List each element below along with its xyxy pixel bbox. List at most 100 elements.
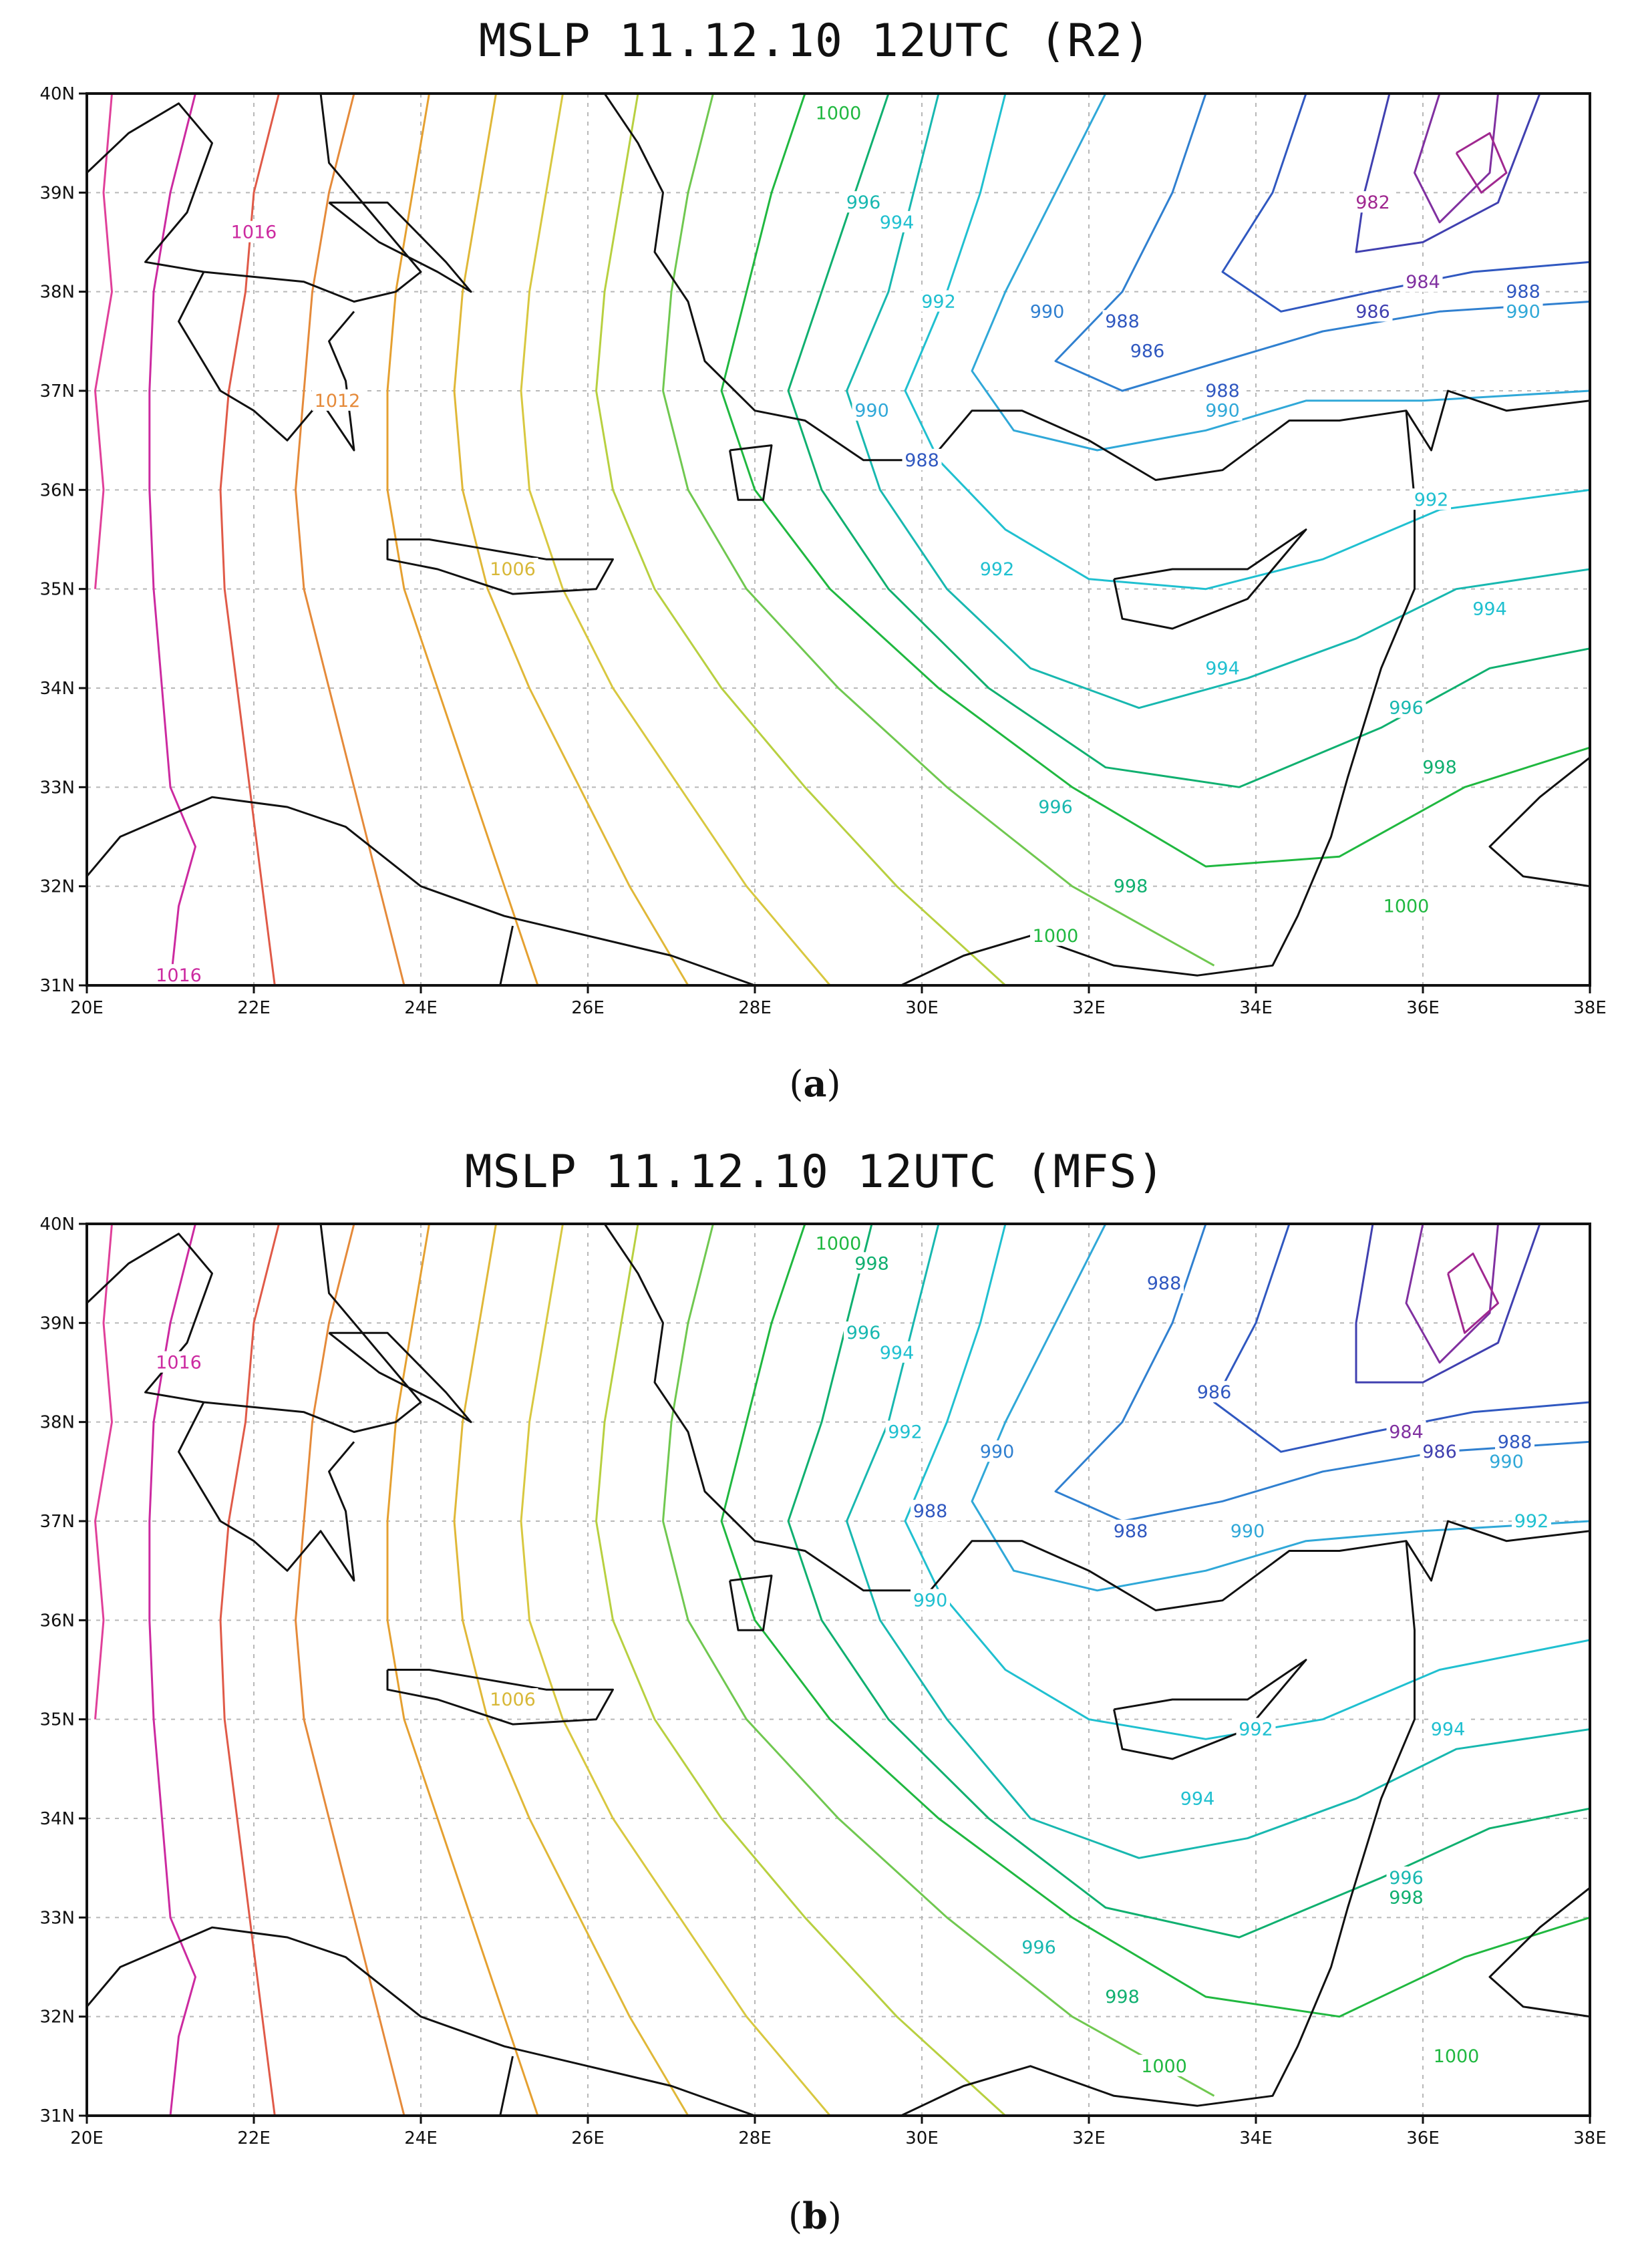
x-tick-label: 24E [404, 2128, 438, 2148]
isobar-1006 [520, 94, 831, 985]
isobar-1018 [148, 1224, 196, 2116]
contour-label-bg [885, 1420, 925, 1442]
y-tick-label: 36N [39, 1611, 75, 1631]
contour-label: 990 [1030, 301, 1065, 322]
contour-label-bg [1102, 1985, 1142, 2007]
y-tick-label: 33N [39, 778, 75, 798]
contour-label-bg [487, 558, 538, 579]
contour-label-bg [1412, 488, 1451, 510]
contour-label-bg [1353, 191, 1393, 213]
contour-label-bg [487, 1688, 538, 1710]
contour-label-bg [153, 1351, 204, 1373]
y-tick-label: 31N [39, 976, 75, 996]
coastline-rhodes [729, 444, 773, 501]
contour-label: 982 [1355, 192, 1390, 213]
x-tick-label: 34E [1239, 2128, 1273, 2148]
isobar-1018 [148, 94, 196, 985]
contour-label-bg [1495, 1430, 1534, 1452]
coastline-inland-border [1488, 756, 1590, 888]
grid [87, 94, 1590, 985]
isobar-992 [971, 94, 1590, 452]
contour-label-bg [1202, 657, 1243, 679]
contour-label: 990 [1489, 1452, 1524, 1472]
contour-label: 998 [1422, 758, 1457, 778]
x-tick-label: 36E [1406, 2128, 1440, 2148]
contour-label-bg [153, 964, 204, 985]
x-tick-label: 38E [1573, 998, 1607, 1018]
x-tick-label: 24E [404, 998, 438, 1018]
isobar-982 [1447, 1253, 1499, 1334]
contour-label-bg [1111, 1519, 1150, 1541]
contour-label: 986 [1422, 1442, 1457, 1462]
y-tick-label: 34N [39, 1809, 75, 1829]
x-tick-label: 26E [571, 998, 605, 1018]
contour-label-bg [1386, 696, 1426, 718]
contour-label-bg [911, 1500, 950, 1522]
contour-label-bg [1386, 1867, 1426, 1888]
coastline-cyprus [1113, 528, 1307, 630]
x-tick-label: 26E [571, 2128, 605, 2148]
isobar-998 [787, 94, 1590, 788]
contour-label-bg [813, 1232, 864, 1254]
isobar-988 [1213, 1224, 1590, 1453]
isobar-1016 [94, 94, 113, 589]
isobar-1012 [295, 1224, 405, 2116]
contour-label-bg [1228, 1519, 1267, 1541]
contour-label: 1000 [1141, 2056, 1187, 2077]
contour-label: 998 [1389, 1888, 1424, 1909]
x-tick-label: 38E [1573, 2128, 1607, 2148]
contour-label: 994 [1180, 1788, 1215, 1809]
contour-label-bg [1353, 300, 1393, 322]
coastline-crete [386, 1669, 614, 1726]
coastline-turkey-coast [603, 1224, 1590, 1611]
isobar-1004 [595, 1224, 1007, 2116]
y-tick-label: 31N [39, 2106, 75, 2126]
isobar-996 [846, 94, 1590, 709]
coastline-euboea [328, 1331, 472, 1424]
panel-a-title: MSLP 11.12.10 12UTC (R2) [478, 15, 1152, 67]
contour-label: 988 [1147, 1273, 1182, 1294]
y-tick-label: 37N [39, 1512, 75, 1532]
contour-label: 996 [1389, 698, 1424, 719]
contour-label-bg [1381, 895, 1432, 917]
axis-labels: 20E 22E 24E 26E 28E 30E 32E 34E 36E 38E 31N 32N 33N 3… [39, 1214, 1606, 2148]
contour-label-bg [1512, 1510, 1551, 1531]
isobar-1008 [453, 1224, 689, 2116]
contour-label: 994 [880, 212, 915, 233]
isobar-1014 [219, 1224, 280, 2116]
contour-label: 988 [913, 1501, 948, 1522]
contour-label: 990 [854, 401, 889, 422]
contour-label-bg [813, 102, 864, 124]
contour-label: 994 [1472, 599, 1507, 619]
isobar-984 [1414, 94, 1499, 224]
contour-label: 988 [1105, 311, 1140, 332]
isobar-986 [1355, 1224, 1541, 1384]
contour-label-bg [1128, 339, 1167, 361]
coastline-peloponnese [178, 271, 355, 452]
coastline-libya-coast [87, 1926, 756, 2116]
contour-label: 1016 [231, 222, 277, 243]
contour-label-bg [1431, 2045, 1482, 2066]
y-tick-label: 39N [39, 1313, 75, 1333]
contour-label: 986 [1355, 301, 1390, 322]
isobar-1002 [662, 1224, 1215, 2097]
contour-label: 990 [1205, 401, 1240, 422]
coastline-inland-border [1488, 1887, 1590, 2018]
contour-label: 992 [1414, 490, 1449, 510]
contour-label-bg [1194, 1381, 1234, 1403]
contour-label-bg [1386, 1886, 1426, 1908]
x-tick-label: 30E [905, 2128, 939, 2148]
y-tick-label: 38N [39, 283, 75, 303]
isobar-1004 [595, 94, 1007, 985]
contour-label-bg [852, 1252, 892, 1274]
contour-label-bg [312, 389, 363, 411]
contour-label-bg [1102, 310, 1142, 332]
coastline-border-africa [499, 925, 514, 985]
isobar-982 [1455, 132, 1508, 194]
contour-label: 992 [1239, 1720, 1273, 1740]
contour-label: 994 [1431, 1720, 1466, 1740]
contour-label-bg [1202, 379, 1243, 401]
contour-label: 992 [888, 1422, 923, 1443]
isobar-994 [904, 94, 1590, 591]
